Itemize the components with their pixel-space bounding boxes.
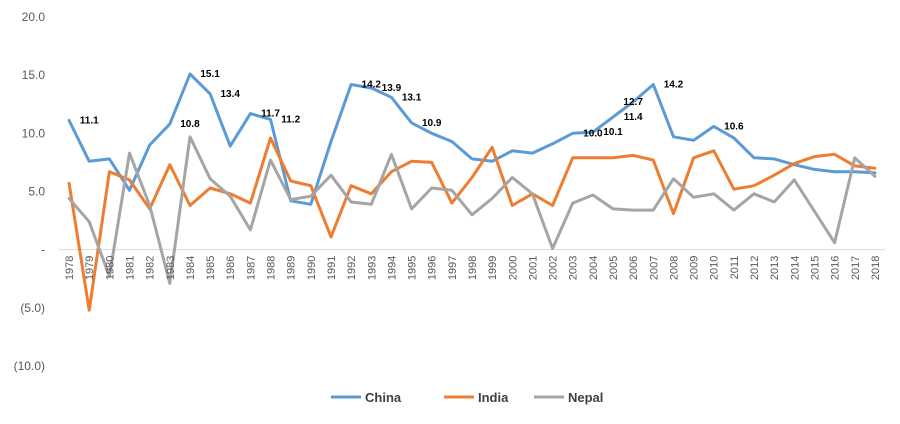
y-tick-label: - [41,243,45,257]
data-label: 15.1 [200,69,220,80]
x-tick-label-2002: 2002 [548,256,560,280]
x-tick-label-1990: 1990 [306,256,318,280]
x-tick-label-2013: 2013 [769,256,781,280]
x-tick-label-1987: 1987 [245,256,257,280]
y-tick-label: 5.0 [28,185,45,199]
x-tick-label-2008: 2008 [668,256,680,280]
x-tick-label-2018: 2018 [870,256,882,280]
legend: China India Nepal [331,390,603,405]
x-tick-label-2014: 2014 [789,256,801,280]
data-label: 11.7 [261,109,280,120]
y-tick-label: (10.0) [14,359,45,373]
data-label: 11.1 [80,116,99,127]
data-label: 13.9 [382,83,402,94]
x-tick-label-1999: 1999 [487,256,499,280]
x-tick-label-2009: 2009 [689,256,701,280]
x-tick-label-1983: 1983 [165,256,177,280]
data-label: 14.2 [664,79,684,90]
x-tick-label-1986: 1986 [225,256,237,280]
x-tick-label-2006: 2006 [628,256,640,280]
series-line-nepal [67,135,877,285]
data-label: 11.4 [624,112,643,123]
x-tick-label-2007: 2007 [648,256,660,280]
x-tick-label-2000: 2000 [507,256,519,280]
data-label: 12.7 [623,97,643,108]
data-label: 10.1 [603,127,623,138]
x-tick-label-1997: 1997 [447,256,459,280]
x-tick-label-2004: 2004 [588,256,600,280]
x-tick-label-1996: 1996 [427,256,439,280]
x-tick-label-2003: 2003 [568,256,580,280]
x-tick-label-1994: 1994 [386,256,398,280]
data-label: 13.4 [221,89,241,100]
x-tick-label-1995: 1995 [407,256,419,280]
x-tick-label-1998: 1998 [467,256,479,280]
x-axis-tick-labels: 1978 1979 1980 1981 1982 1983 1984 1985 1986 1987… [64,256,882,280]
x-tick-label-1982: 1982 [145,256,157,280]
data-label: 13.1 [402,92,422,103]
data-label: 10.6 [724,121,744,132]
x-tick-label-1989: 1989 [286,256,298,280]
series-line-china [67,72,877,206]
x-tick-label-2010: 2010 [709,256,721,280]
x-tick-label-1991: 1991 [326,256,338,280]
data-label: 11.2 [281,114,300,125]
y-tick-label: (5.0) [20,301,45,315]
data-label: 10.0 [583,128,603,139]
y-tick-label: 15.0 [22,68,46,82]
legend-label-china: China [365,390,402,405]
series-lines [67,72,877,312]
x-tick-label-2005: 2005 [608,256,620,280]
legend-label-nepal: Nepal [568,390,603,405]
y-tick-label: 20.0 [22,10,46,24]
x-tick-label-2012: 2012 [749,256,761,280]
x-tick-label-2017: 2017 [850,256,862,280]
series-line-india [67,136,877,312]
x-tick-label-1988: 1988 [266,256,278,280]
data-label: 14.2 [362,79,382,90]
data-labels: 11.1 10.815.113.411.711.214.2 13.913.110.9… [80,69,744,139]
x-tick-label-1992: 1992 [346,256,358,280]
x-tick-label-1993: 1993 [366,256,378,280]
data-label: 10.9 [422,118,442,129]
x-tick-label-2001: 2001 [527,256,539,280]
x-tick-label-1978: 1978 [64,256,76,280]
x-tick-label-2011: 2011 [729,256,741,280]
x-tick-label-1979: 1979 [84,256,96,280]
x-tick-label-1984: 1984 [185,256,197,280]
y-tick-label: 10.0 [22,126,46,140]
y-axis-tick-labels: 20.0 15.0 10.0 5.0 - (5.0) (10.0) [14,10,46,373]
legend-label-india: India [478,390,509,405]
x-tick-label-1981: 1981 [125,256,137,280]
x-tick-label-1980: 1980 [104,256,116,280]
x-tick-label-2015: 2015 [809,256,821,280]
data-label: 10.8 [180,119,200,130]
x-tick-label-2016: 2016 [830,256,842,280]
x-tick-label-1985: 1985 [205,256,217,280]
